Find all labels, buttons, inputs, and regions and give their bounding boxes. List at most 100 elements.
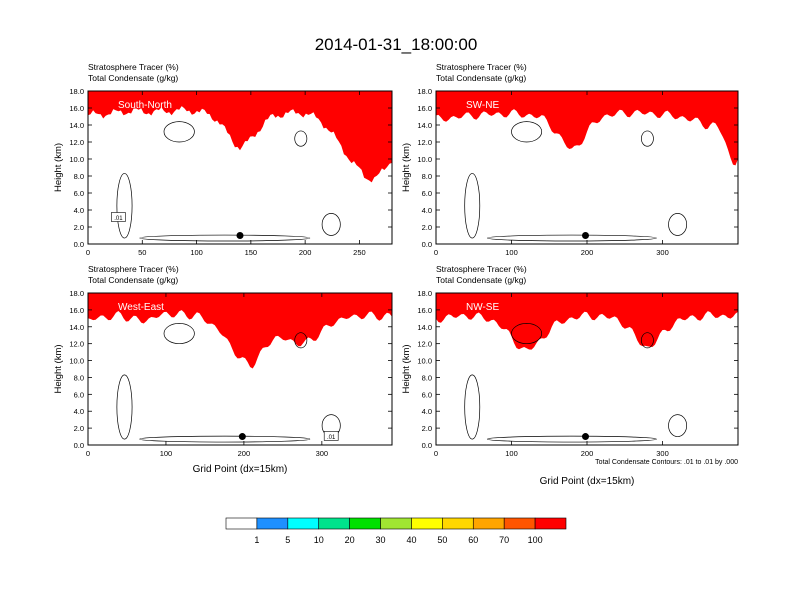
contour-3 <box>511 323 543 345</box>
contour-title: Total Condensate (g/kg) <box>436 73 526 83</box>
x-tick-label: 100 <box>160 449 173 458</box>
y-tick-label: 12.0 <box>417 138 432 147</box>
y-tick-label: 18.0 <box>69 289 84 298</box>
colorbar-label: 10 <box>314 535 324 545</box>
colorbar-label: 70 <box>499 535 509 545</box>
condensate-contours <box>464 323 688 443</box>
contour-3 <box>511 121 543 143</box>
y-tick-label: 10.0 <box>417 357 432 366</box>
y-tick-label: 6.0 <box>74 390 84 399</box>
y-tick-label: 4.0 <box>422 407 432 416</box>
x-axis-label: Grid Point (dx=15km) <box>193 464 288 475</box>
contour-2 <box>668 213 688 236</box>
x-tick-label: 0 <box>86 248 90 257</box>
y-tick-label: 2.0 <box>422 223 432 232</box>
colorbar-swatch-1 <box>256 517 289 530</box>
y-tick-label: 16.0 <box>69 104 84 113</box>
y-tick-label: 14.0 <box>417 323 432 332</box>
contour-title: Total Condensate (g/kg) <box>88 73 178 83</box>
panel-sw-ne: SW-NE Stratosphere Tracer (%)Total Conden… <box>401 62 739 257</box>
contour-0 <box>116 173 133 239</box>
y-tick-label: 2.0 <box>74 424 84 433</box>
y-tick-label: 16.0 <box>69 306 84 315</box>
y-tick-label: 8.0 <box>422 172 432 181</box>
x-tick-label: 0 <box>434 449 438 458</box>
contour-label: .01 <box>327 435 336 441</box>
figure-title: 2014-01-31_18:00:00 <box>315 35 478 54</box>
y-tick-label: 14.0 <box>69 323 84 332</box>
tracer-band-10 <box>88 91 392 183</box>
y-tick-label: 14.0 <box>417 121 432 130</box>
y-tick-label: 4.0 <box>422 206 432 215</box>
contour-1 <box>486 234 657 242</box>
colorbar-label: 40 <box>406 535 416 545</box>
contour-label: .01 <box>114 216 123 222</box>
colorbar-label: 100 <box>528 535 543 545</box>
location-marker <box>581 433 589 441</box>
y-tick-label: 14.0 <box>69 121 84 130</box>
x-tick-label: 100 <box>505 449 518 458</box>
contour-2 <box>321 213 341 236</box>
contour-title: Total Condensate (g/kg) <box>436 275 526 285</box>
colorbar-swatch-4 <box>349 517 381 530</box>
contour-4 <box>641 130 654 147</box>
y-axis-label: Height (km) <box>53 344 64 393</box>
tracer-field <box>436 91 738 242</box>
contour-note: Total Condensate Contours: .01 to .01 by… <box>595 459 738 466</box>
x-tick-label: 150 <box>245 248 258 257</box>
colorbar-label: 20 <box>345 535 355 545</box>
colorbar-label: 30 <box>376 535 386 545</box>
section-label: West-East <box>118 302 164 313</box>
contour-title: Total Condensate (g/kg) <box>88 275 178 285</box>
x-tick-label: 100 <box>505 248 518 257</box>
y-tick-label: 12.0 <box>417 340 432 349</box>
colorbar-swatch-5 <box>380 517 412 530</box>
y-tick-label: 10.0 <box>69 357 84 366</box>
x-tick-label: 100 <box>190 248 203 257</box>
y-tick-label: 6.0 <box>422 390 432 399</box>
tracer-band-10 <box>88 293 392 369</box>
y-tick-label: 18.0 <box>417 289 432 298</box>
y-tick-label: 2.0 <box>74 223 84 232</box>
contour-1 <box>139 435 311 443</box>
condensate-contours <box>464 121 688 242</box>
contour-4 <box>294 332 308 349</box>
colorbar-swatch-2 <box>287 517 320 530</box>
y-tick-label: 12.0 <box>69 340 84 349</box>
y-tick-label: 6.0 <box>74 189 84 198</box>
field-title: Stratosphere Tracer (%) <box>436 62 527 72</box>
x-tick-label: 0 <box>86 449 90 458</box>
tracer-band-10 <box>436 91 738 166</box>
field-title: Stratosphere Tracer (%) <box>88 264 179 274</box>
panel-west-east: .01 West-East Stratosphere Tracer (%)Total… <box>53 264 393 475</box>
x-tick-label: 250 <box>353 248 366 257</box>
colorbar: 1 5 10 20 30 40 50 60 70 100 <box>225 517 567 545</box>
location-marker <box>581 232 589 239</box>
section-label: SW-NE <box>466 100 499 111</box>
y-tick-label: 2.0 <box>422 424 432 433</box>
y-tick-label: 18.0 <box>69 87 84 96</box>
contour-3 <box>163 121 195 143</box>
y-tick-label: 0.0 <box>422 441 432 450</box>
x-tick-label: 0 <box>434 248 438 257</box>
field-title: Stratosphere Tracer (%) <box>88 62 179 72</box>
panel-south-north: .01 South-North Stratosphere Tracer (%)Tot… <box>53 62 393 257</box>
section-label: South-North <box>118 100 172 111</box>
colorbar-label: 50 <box>437 535 447 545</box>
plot-frame <box>87 292 393 446</box>
y-axis-label: Height (km) <box>401 344 412 393</box>
y-tick-label: 0.0 <box>74 441 84 450</box>
y-tick-label: 4.0 <box>74 407 84 416</box>
y-tick-label: 12.0 <box>69 138 84 147</box>
contour-0 <box>464 173 481 239</box>
x-axis-label: Grid Point (dx=15km) <box>540 476 635 487</box>
x-tick-label: 300 <box>656 248 669 257</box>
field-title: Stratosphere Tracer (%) <box>436 264 527 274</box>
colorbar-swatch-9 <box>503 517 536 530</box>
y-tick-label: 8.0 <box>422 373 432 382</box>
y-tick-label: 16.0 <box>417 104 432 113</box>
y-axis-label: Height (km) <box>401 143 412 192</box>
y-tick-label: 4.0 <box>74 206 84 215</box>
y-axis-label: Height (km) <box>53 143 64 192</box>
x-tick-label: 200 <box>581 248 594 257</box>
